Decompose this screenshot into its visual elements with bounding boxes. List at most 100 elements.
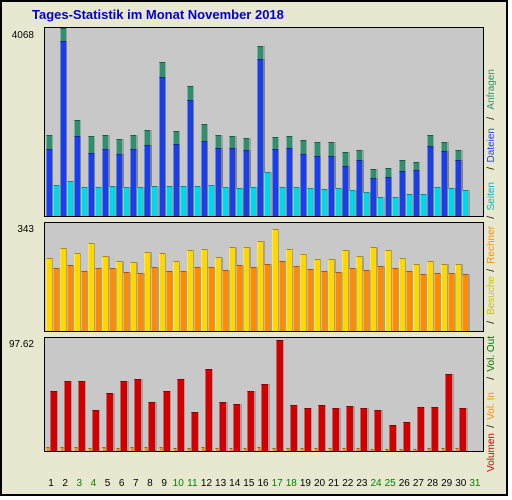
besuche-bar [413, 264, 419, 332]
xtick: 5 [105, 478, 111, 489]
besuche-bar [46, 258, 52, 332]
besuche-bar [187, 250, 193, 331]
vol-in-bar [102, 447, 105, 451]
rechner-bar [462, 274, 468, 331]
rechner-bar [53, 268, 59, 331]
vol-in-bar [159, 447, 162, 451]
rechner-bar [166, 271, 172, 331]
vol-in-bar [314, 448, 317, 451]
besuche-bar [173, 261, 179, 332]
xtick: 2 [62, 478, 68, 489]
seiten-bar [279, 187, 285, 216]
seiten-bar [448, 188, 454, 216]
volumen-bar [276, 340, 283, 451]
vol-in-bar [399, 449, 402, 451]
volumen-bar [233, 404, 240, 451]
seiten-bar [166, 186, 172, 216]
besuche-bar [257, 241, 263, 331]
panel-besuche [44, 222, 484, 332]
vol-in-bar [342, 448, 345, 451]
seiten-bar [222, 187, 228, 216]
besuche-bar [130, 262, 136, 331]
side-legend: VolumenVol. InVol. OutBesucheRechnerSeit… [486, 27, 501, 472]
vol-in-bar [385, 449, 388, 451]
volumen-bar [417, 407, 424, 451]
besuche-bar [300, 254, 306, 331]
vol-in-bar [116, 448, 119, 451]
besuche-bar [74, 253, 80, 331]
legend-separator: / [486, 269, 497, 272]
rechner-bar [180, 271, 186, 331]
besuche-bar [102, 256, 108, 331]
xtick: 25 [385, 478, 396, 489]
xtick: 24 [370, 478, 381, 489]
besuche-bar [342, 250, 348, 331]
dateien-bar [201, 141, 207, 216]
xtick: 30 [455, 478, 466, 489]
rechner-bar [307, 269, 313, 331]
xtick: 16 [257, 478, 268, 489]
vol-in-bar [441, 448, 444, 451]
vol-in-bar [215, 448, 218, 451]
rechner-bar [363, 270, 369, 332]
vol-in-bar [173, 448, 176, 451]
legend-separator: / [486, 216, 497, 219]
volumen-bar [403, 422, 410, 451]
dateien-bar [413, 170, 419, 216]
volumen-bar [219, 402, 226, 451]
rechner-bar [377, 266, 383, 331]
legend-separator: / [486, 425, 497, 428]
seiten-bar [236, 188, 242, 216]
dateien-bar [427, 146, 433, 216]
vol-in-bar [46, 447, 49, 451]
dateien-bar [159, 77, 165, 216]
xtick: 26 [399, 478, 410, 489]
besuche-bar [427, 261, 433, 332]
xtick: 21 [328, 478, 339, 489]
seiten-bar [123, 187, 129, 216]
legend-separator: / [486, 117, 497, 120]
xtick: 1 [48, 478, 54, 489]
seiten-bar [293, 187, 299, 216]
seiten-bar [194, 186, 200, 216]
besuche-bar [356, 256, 362, 331]
volumen-bar [64, 381, 71, 451]
seiten-bar [363, 192, 369, 216]
volumen-bar [120, 381, 127, 451]
volumen-bar [134, 379, 141, 451]
rechner-bar [406, 271, 412, 331]
rechner-bar [137, 273, 143, 332]
seiten-bar [95, 187, 101, 216]
vol-in-bar [300, 448, 303, 451]
vol-in-bar [74, 447, 77, 451]
xtick: 27 [413, 478, 424, 489]
besuche-bar [144, 252, 150, 332]
seiten-bar [462, 190, 468, 216]
rechner-bar [67, 265, 73, 331]
seiten-bar [335, 188, 341, 216]
besuche-bar [159, 253, 165, 331]
vol-in-bar [455, 448, 458, 451]
besuche-bar [272, 229, 278, 331]
volumen-bar [177, 379, 184, 451]
rechner-bar [293, 266, 299, 331]
xtick: 13 [215, 478, 226, 489]
dateien-bar [342, 166, 348, 216]
volumen-bar [304, 408, 311, 451]
volumen-bar [389, 425, 396, 451]
seiten-bar [109, 186, 115, 216]
rechner-bar [123, 272, 129, 331]
besuche-bar [243, 247, 249, 331]
dateien-bar [88, 153, 94, 216]
dateien-bar [46, 149, 52, 216]
rechner-bar [349, 268, 355, 331]
besuche-bar [328, 259, 334, 331]
xtick: 7 [133, 478, 139, 489]
dateien-bar [385, 177, 391, 216]
dateien-bar [116, 154, 122, 216]
dateien-bar [328, 156, 334, 216]
volumen-bar [360, 408, 367, 451]
dateien-bar [144, 145, 150, 216]
volumen-bar [50, 391, 57, 451]
dateien-bar [356, 160, 362, 216]
